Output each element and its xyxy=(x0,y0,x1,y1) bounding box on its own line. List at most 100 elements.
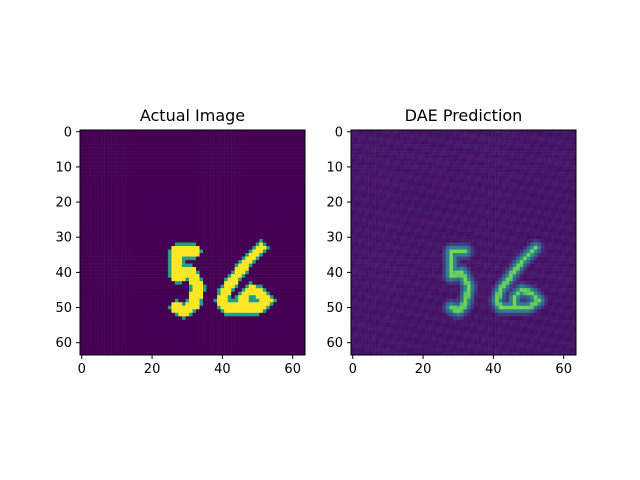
dae-prediction-pixel xyxy=(495,147,499,152)
actual-image-pixel xyxy=(118,238,123,243)
dae-prediction-pixel xyxy=(452,140,457,145)
actual-image-pixel xyxy=(276,165,281,169)
actual-image-pixel xyxy=(188,309,193,314)
actual-image-pixel xyxy=(101,137,105,141)
actual-image-pixel xyxy=(255,281,260,285)
actual-image-pixel xyxy=(287,340,292,345)
dae-prediction-pixel xyxy=(495,140,499,145)
dae-prediction-pixel xyxy=(547,130,552,134)
actual-image-pixel xyxy=(248,263,253,268)
dae-prediction-pixel xyxy=(533,133,538,138)
actual-image-pixel xyxy=(206,267,211,271)
actual-image-pixel xyxy=(132,277,137,282)
actual-image-pixel xyxy=(227,196,232,201)
dae-prediction-pixel xyxy=(509,133,513,138)
actual-image-title: Actual Image xyxy=(140,106,245,125)
actual-image-pixel xyxy=(255,193,260,198)
actual-image-pixel xyxy=(80,284,84,289)
actual-image-pixel xyxy=(160,326,165,331)
actual-image-pixel xyxy=(290,249,295,254)
actual-image-pixel xyxy=(234,200,239,205)
actual-image-pixel xyxy=(297,200,302,205)
actual-image-pixel xyxy=(297,217,302,222)
dae-prediction-pixel xyxy=(551,161,556,166)
actual-image-pixel xyxy=(210,168,214,173)
actual-image-pixel xyxy=(245,235,249,240)
actual-image-pixel xyxy=(241,253,246,257)
actual-image-pixel xyxy=(297,144,302,148)
dae-prediction-pixel xyxy=(554,168,559,173)
actual-image-pixel xyxy=(150,284,155,289)
actual-image-pixel xyxy=(290,246,295,250)
actual-image-pixel xyxy=(262,288,267,292)
actual-image-pixel xyxy=(171,130,176,134)
actual-image-pixel xyxy=(290,267,295,271)
actual-image-pixel xyxy=(150,168,155,173)
actual-image-pixel xyxy=(104,274,109,278)
actual-image-pixel xyxy=(143,144,148,148)
actual-image-pixel xyxy=(125,323,130,328)
actual-image-pixel xyxy=(290,231,295,236)
actual-image-pixel xyxy=(255,295,260,299)
actual-image-pixel xyxy=(157,179,162,183)
actual-image-pixel xyxy=(171,284,176,289)
actual-image-pixel xyxy=(178,207,183,212)
actual-image-pixel xyxy=(227,228,232,233)
actual-image-pixel xyxy=(125,277,130,282)
actual-image-pixel xyxy=(143,147,148,152)
dae-prediction-pixel xyxy=(386,130,390,134)
actual-image-pixel xyxy=(90,182,95,187)
actual-image-pixel xyxy=(146,260,151,264)
actual-image-pixel xyxy=(227,284,232,289)
actual-image-pixel xyxy=(104,253,109,257)
actual-image-pixel xyxy=(188,144,193,148)
actual-image-pixel xyxy=(167,168,172,173)
actual-image-pixel xyxy=(199,256,204,261)
actual-image-pixel xyxy=(167,207,172,212)
actual-image-pixel xyxy=(164,172,169,176)
dae-prediction-pixel xyxy=(435,144,440,148)
actual-image-pixel xyxy=(266,147,271,152)
actual-image-pixel xyxy=(167,147,172,152)
actual-image-pixel xyxy=(199,284,204,289)
actual-image-pixel xyxy=(248,196,253,201)
actual-image-pixel xyxy=(150,246,155,250)
actual-image-pixel xyxy=(252,351,257,356)
actual-image-pixel xyxy=(248,337,253,342)
actual-image-pixel xyxy=(248,309,253,314)
actual-image-pixel xyxy=(241,260,246,264)
dae-prediction-pixel xyxy=(428,165,433,169)
actual-image-pixel xyxy=(266,231,271,236)
actual-image-pixel xyxy=(90,193,95,198)
actual-image-pixel xyxy=(150,323,155,328)
actual-image-pixel xyxy=(192,277,197,282)
dae-prediction-pixel xyxy=(547,154,552,159)
actual-image-pixel xyxy=(97,298,102,303)
actual-image-pixel xyxy=(90,270,95,275)
actual-image-pixel xyxy=(280,158,285,162)
actual-image-pixel xyxy=(269,253,274,257)
actual-image-pixel xyxy=(111,161,116,166)
actual-image-pixel xyxy=(217,235,221,240)
dae-prediction-pixel xyxy=(561,161,566,166)
actual-image-pixel xyxy=(153,340,158,345)
actual-image-pixel xyxy=(174,270,179,275)
actual-image-pixel xyxy=(196,137,200,141)
actual-image-pixel xyxy=(273,182,278,187)
actual-image-pixel xyxy=(266,288,271,292)
actual-image-pixel xyxy=(259,200,264,205)
actual-image-pixel xyxy=(238,323,242,328)
actual-image-pixel xyxy=(301,249,306,254)
actual-image-pixel xyxy=(146,284,151,289)
actual-image-pixel xyxy=(199,214,204,219)
actual-image-pixel xyxy=(196,144,200,148)
actual-image-pixel xyxy=(143,154,148,159)
dae-prediction-pixel xyxy=(526,168,531,173)
actual-image-pixel xyxy=(122,242,126,247)
actual-image-pixel xyxy=(283,172,288,176)
actual-image-pixel xyxy=(262,172,267,176)
actual-image-pixel xyxy=(224,214,228,219)
actual-image-pixel xyxy=(181,182,186,187)
actual-image-pixel xyxy=(157,323,162,328)
actual-image-pixel xyxy=(129,267,133,271)
